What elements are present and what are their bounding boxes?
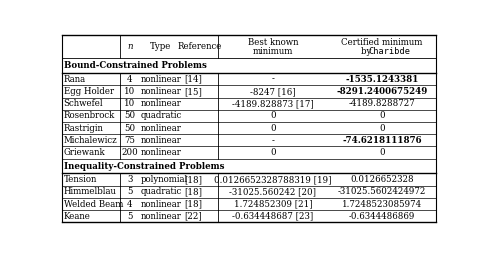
Text: Rana: Rana (64, 75, 86, 84)
Text: -: - (271, 75, 274, 84)
Text: n: n (127, 42, 133, 51)
Text: nonlinear: nonlinear (141, 148, 182, 157)
Text: Charibde: Charibde (368, 47, 410, 56)
Text: 10: 10 (124, 99, 135, 108)
Text: -4189.828873 [17]: -4189.828873 [17] (232, 99, 314, 108)
Text: Schwefel: Schwefel (64, 99, 103, 108)
Text: -31025.560242 [20]: -31025.560242 [20] (229, 187, 317, 196)
Text: 0: 0 (379, 111, 385, 120)
Text: -74.6218111876: -74.6218111876 (342, 136, 422, 145)
Text: 3: 3 (127, 175, 133, 184)
Text: quadratic: quadratic (141, 187, 182, 196)
Text: Egg Holder: Egg Holder (64, 87, 114, 96)
Text: nonlinear: nonlinear (141, 87, 182, 96)
Text: Keane: Keane (64, 212, 91, 221)
Text: minimum: minimum (253, 47, 293, 56)
Text: [15]: [15] (184, 87, 202, 96)
Text: polynomial: polynomial (141, 175, 188, 184)
Text: nonlinear: nonlinear (141, 136, 182, 145)
Text: 0.0126652328: 0.0126652328 (350, 175, 414, 184)
Text: nonlinear: nonlinear (141, 123, 182, 132)
Text: 0: 0 (379, 148, 385, 157)
Text: 0: 0 (379, 123, 385, 132)
Text: [22]: [22] (184, 212, 201, 221)
Text: 0: 0 (270, 111, 276, 120)
Text: [18]: [18] (184, 175, 202, 184)
Text: Best known: Best known (248, 38, 298, 47)
Text: Himmelblau: Himmelblau (64, 187, 117, 196)
Text: nonlinear: nonlinear (141, 200, 182, 209)
Text: 50: 50 (124, 123, 135, 132)
Text: [18]: [18] (184, 187, 202, 196)
Text: Tension: Tension (64, 175, 97, 184)
Text: -8247 [16]: -8247 [16] (250, 87, 296, 96)
Text: [18]: [18] (184, 200, 202, 209)
Text: Griewank: Griewank (64, 148, 106, 157)
Text: 5: 5 (127, 212, 133, 221)
Text: 1.7248523085974: 1.7248523085974 (342, 200, 422, 209)
Text: -1535.1243381: -1535.1243381 (345, 75, 418, 84)
Text: quadratic: quadratic (141, 111, 182, 120)
Text: 50: 50 (124, 111, 135, 120)
Text: 0: 0 (270, 123, 276, 132)
Text: 10: 10 (124, 87, 135, 96)
Text: 75: 75 (124, 136, 135, 145)
Text: nonlinear: nonlinear (141, 212, 182, 221)
Text: 5: 5 (127, 187, 133, 196)
Text: 0: 0 (270, 148, 276, 157)
Text: Inequality-Constrained Problems: Inequality-Constrained Problems (64, 162, 224, 171)
Text: [14]: [14] (184, 75, 202, 84)
Text: -8291.2400675249: -8291.2400675249 (336, 87, 428, 96)
Text: by: by (362, 47, 375, 56)
Text: Rastrigin: Rastrigin (64, 123, 104, 132)
Text: 0.0126652328788319 [19]: 0.0126652328788319 [19] (214, 175, 332, 184)
Text: Rosenbrock: Rosenbrock (64, 111, 115, 120)
Text: -4189.8288727: -4189.8288727 (348, 99, 415, 108)
Text: 4: 4 (127, 200, 133, 209)
Text: -: - (271, 136, 274, 145)
Text: Reference: Reference (178, 42, 222, 51)
Text: Type: Type (150, 42, 172, 51)
Text: 200: 200 (121, 148, 138, 157)
Text: -0.634448687 [23]: -0.634448687 [23] (232, 212, 314, 221)
Text: 1.724852309 [21]: 1.724852309 [21] (234, 200, 312, 209)
Text: Certified minimum: Certified minimum (341, 38, 423, 47)
Text: Welded Beam: Welded Beam (64, 200, 123, 209)
Text: Michalewicz: Michalewicz (64, 136, 117, 145)
Text: nonlinear: nonlinear (141, 75, 182, 84)
Text: -31025.5602424972: -31025.5602424972 (338, 187, 426, 196)
Text: Bound-Constrained Problems: Bound-Constrained Problems (64, 61, 206, 70)
Text: nonlinear: nonlinear (141, 99, 182, 108)
Text: -0.6344486869: -0.6344486869 (348, 212, 415, 221)
Text: 4: 4 (127, 75, 133, 84)
